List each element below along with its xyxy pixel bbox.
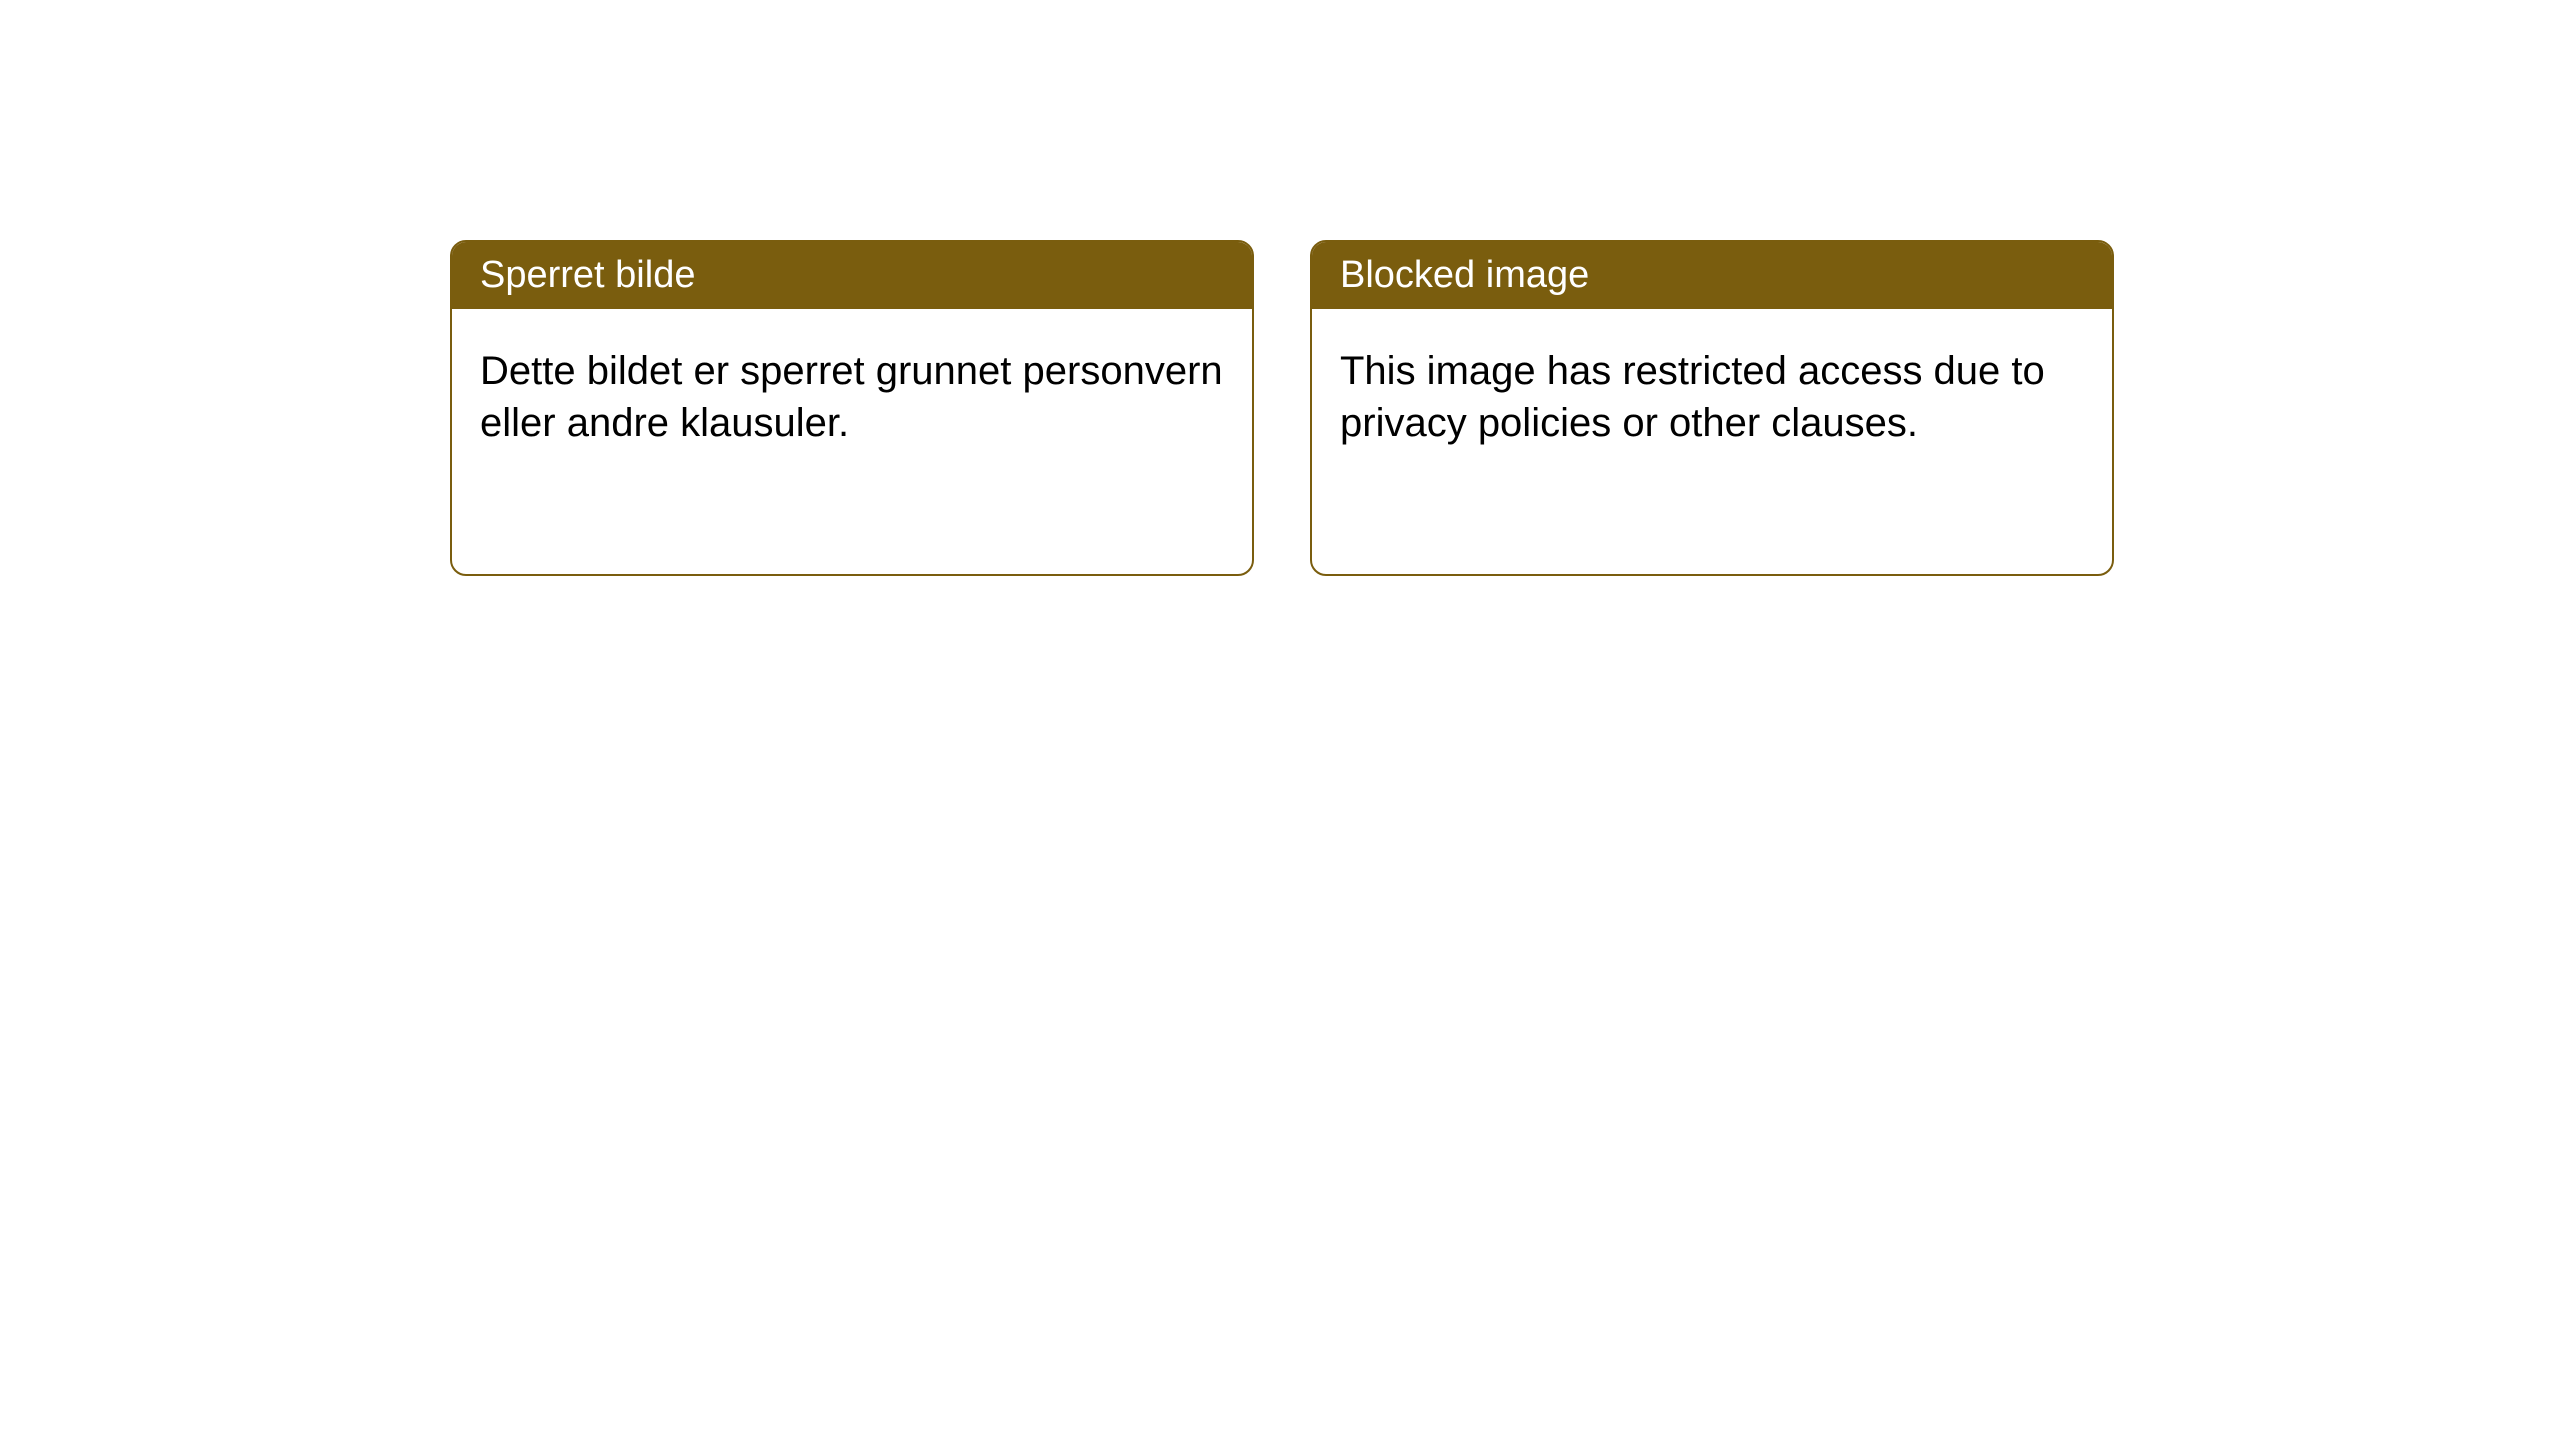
card-header: Blocked image — [1312, 242, 2112, 309]
card-header: Sperret bilde — [452, 242, 1252, 309]
card-body-text: This image has restricted access due to … — [1340, 349, 2045, 445]
card-body-text: Dette bildet er sperret grunnet personve… — [480, 349, 1223, 445]
notice-card-norwegian: Sperret bilde Dette bildet er sperret gr… — [450, 240, 1254, 576]
notice-cards-container: Sperret bilde Dette bildet er sperret gr… — [0, 0, 2560, 576]
notice-card-english: Blocked image This image has restricted … — [1310, 240, 2114, 576]
card-body: This image has restricted access due to … — [1312, 309, 2112, 485]
card-body: Dette bildet er sperret grunnet personve… — [452, 309, 1252, 485]
card-title: Sperret bilde — [480, 254, 695, 296]
card-title: Blocked image — [1340, 254, 1589, 296]
